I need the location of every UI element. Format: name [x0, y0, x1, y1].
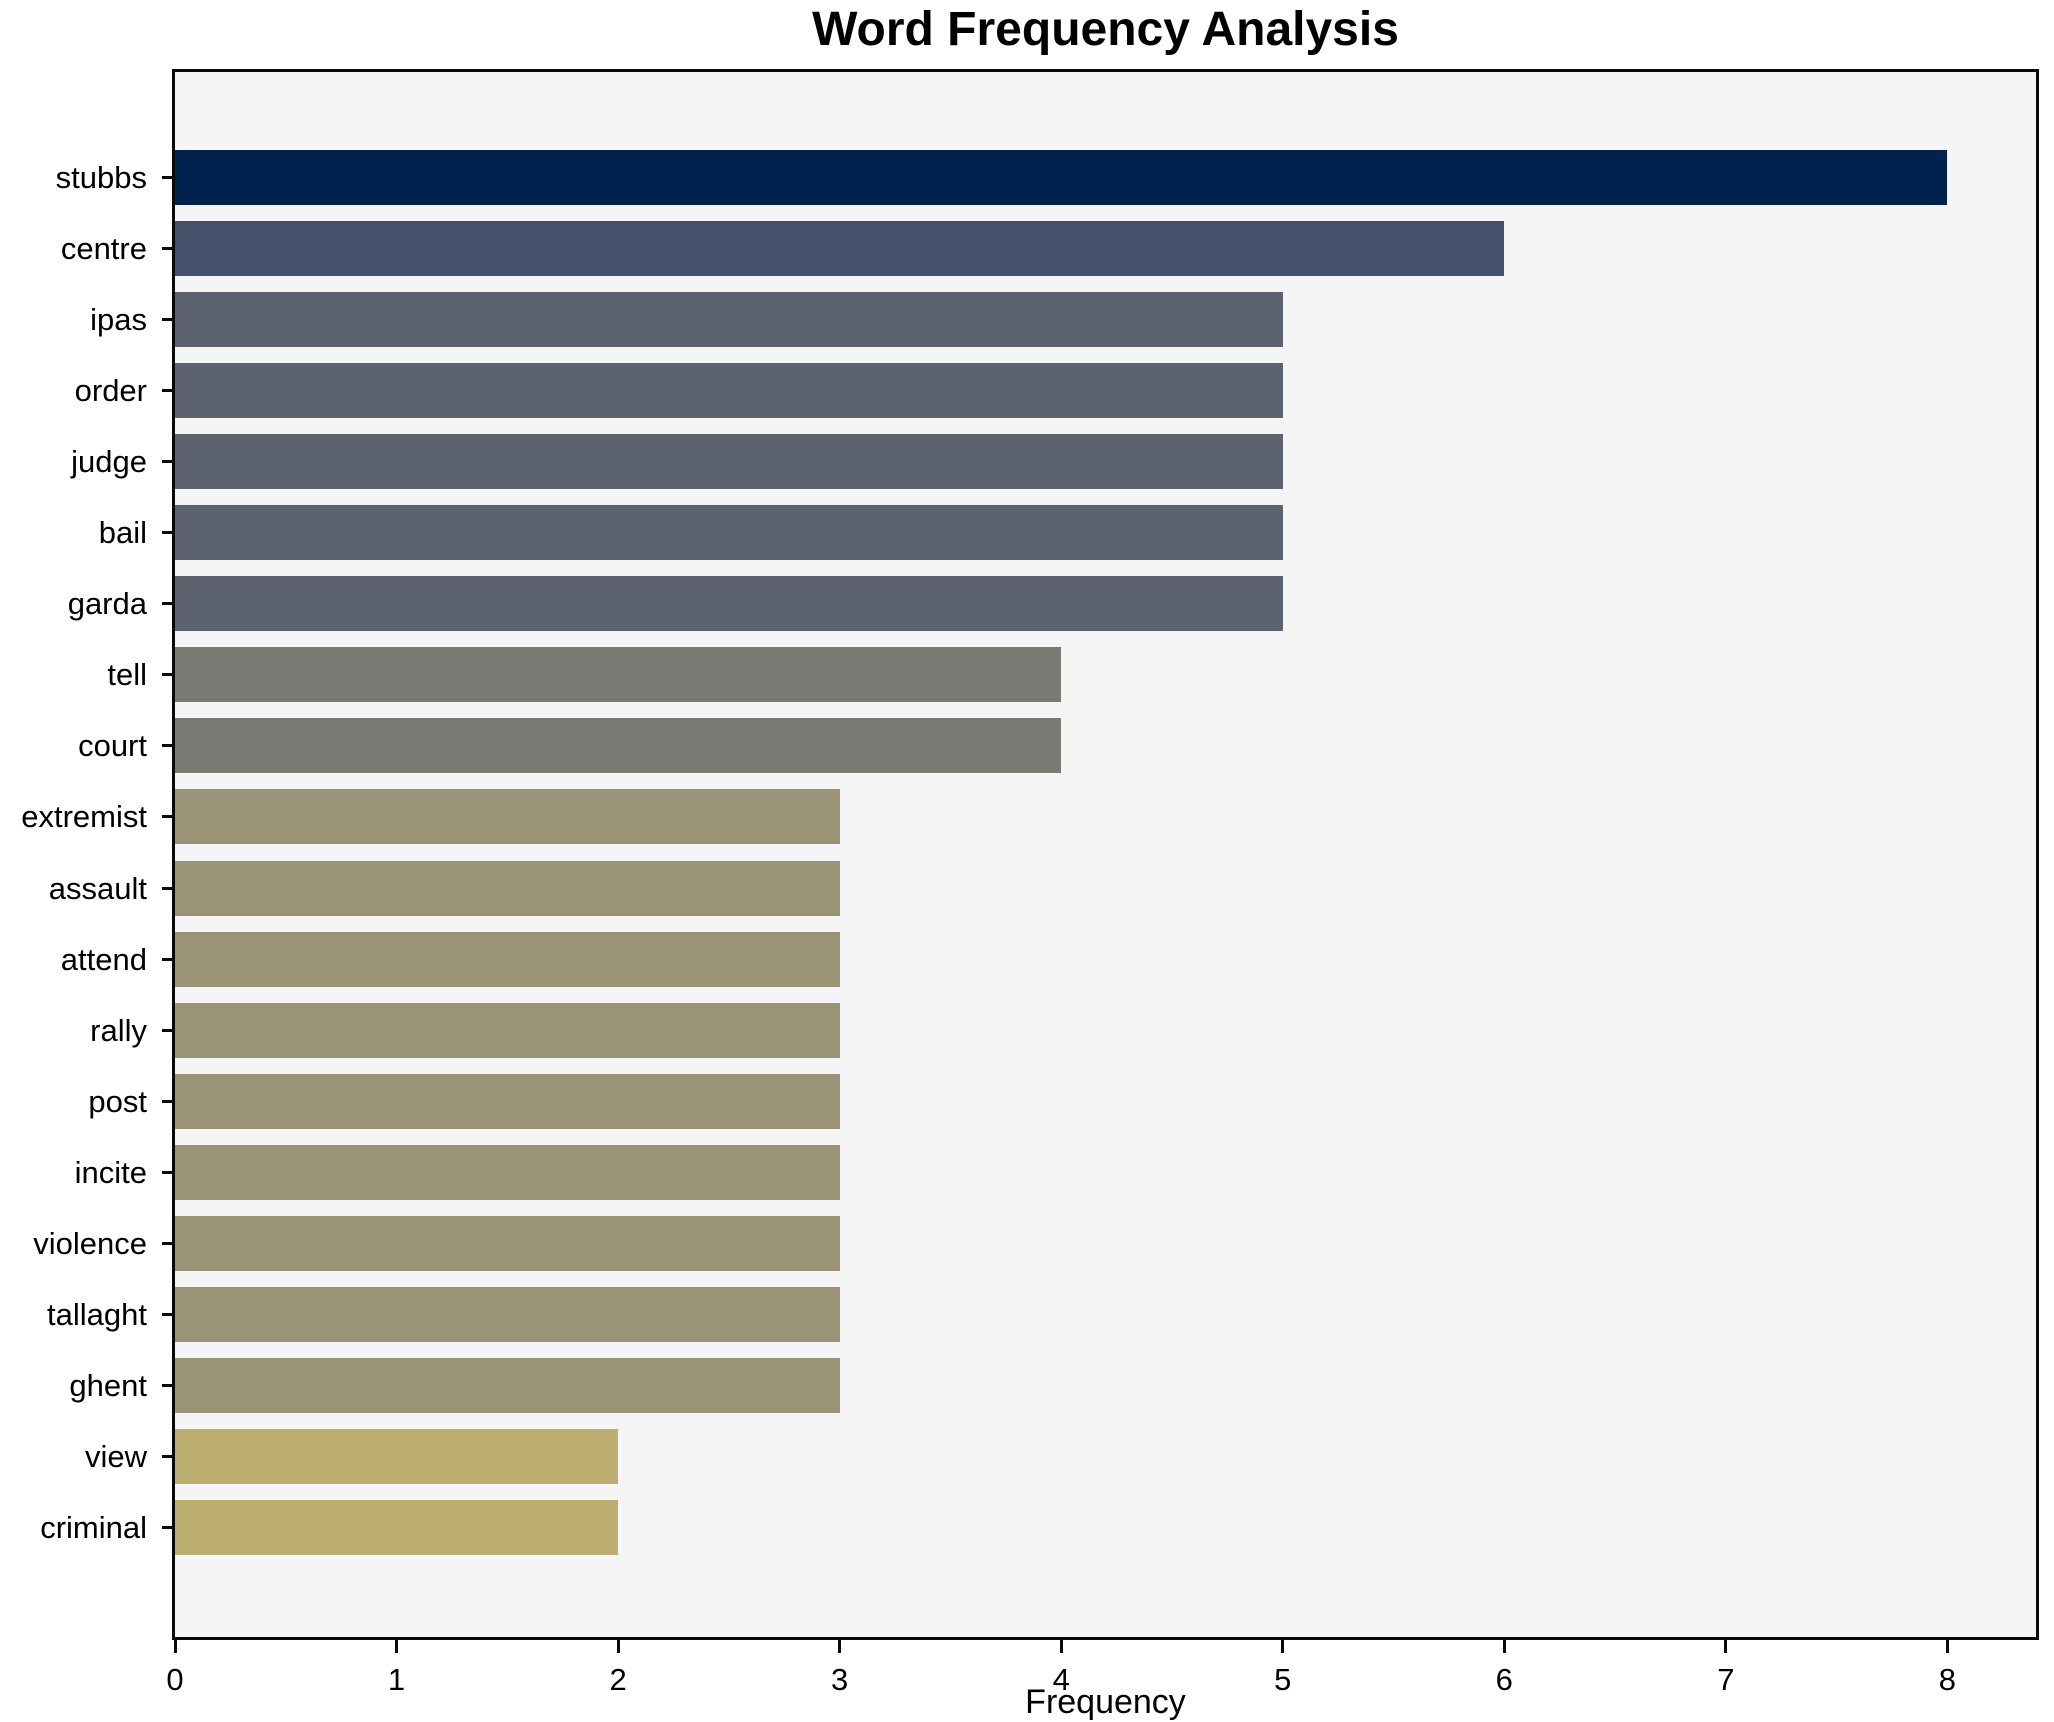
- x-tick-label-4: 4: [1052, 1662, 1070, 1697]
- y-label-violence: violence: [33, 1225, 147, 1261]
- y-tick-tell: [162, 673, 175, 677]
- x-tick-6: [1502, 1640, 1506, 1653]
- x-tick-label-3: 3: [831, 1662, 849, 1697]
- bar-criminal: [175, 1499, 619, 1555]
- bar-garda: [175, 576, 1283, 632]
- chart-title: Word Frequency Analysis: [812, 3, 1399, 56]
- y-label-centre: centre: [60, 231, 147, 267]
- bar-assault: [175, 860, 840, 916]
- y-tick-garda: [162, 602, 175, 606]
- x-tick-label-6: 6: [1495, 1662, 1513, 1697]
- bar-stubbs: [175, 150, 1948, 206]
- y-label-ghent: ghent: [69, 1367, 147, 1403]
- y-tick-criminal: [162, 1525, 175, 1529]
- y-tick-ghent: [162, 1383, 175, 1387]
- y-label-post: post: [88, 1083, 147, 1119]
- bar-bail: [175, 505, 1283, 561]
- x-tick-2: [616, 1640, 620, 1653]
- y-label-order: order: [74, 373, 147, 409]
- y-label-court: court: [78, 728, 147, 764]
- y-label-ipas: ipas: [90, 302, 147, 338]
- bar-extremist: [175, 789, 840, 845]
- bar-centre: [175, 221, 1505, 277]
- x-tick-label-1: 1: [387, 1662, 406, 1697]
- y-label-tell: tell: [107, 657, 147, 693]
- y-tick-ipas: [162, 318, 175, 322]
- y-label-extremist: extremist: [21, 799, 147, 835]
- y-tick-centre: [162, 247, 175, 251]
- x-tick-4: [1059, 1640, 1063, 1653]
- x-tick-8: [1945, 1640, 1949, 1653]
- x-tick-1: [395, 1640, 399, 1653]
- y-label-criminal: criminal: [40, 1509, 147, 1545]
- bar-order: [175, 363, 1283, 419]
- y-label-view: view: [84, 1438, 147, 1474]
- y-label-tallaght: tallaght: [47, 1296, 147, 1332]
- x-tick-label-8: 8: [1938, 1662, 1956, 1697]
- y-label-incite: incite: [74, 1154, 147, 1190]
- bar-post: [175, 1073, 840, 1129]
- x-tick-label-5: 5: [1274, 1662, 1292, 1697]
- y-label-garda: garda: [67, 586, 147, 622]
- bar-tell: [175, 647, 1062, 703]
- y-tick-post: [162, 1099, 175, 1103]
- y-tick-extremist: [162, 815, 175, 819]
- y-tick-assault: [162, 886, 175, 890]
- bar-tallaght: [175, 1286, 840, 1342]
- y-tick-stubbs: [162, 176, 175, 180]
- bar-attend: [175, 931, 840, 987]
- y-tick-view: [162, 1454, 175, 1458]
- y-tick-judge: [162, 460, 175, 464]
- x-axis-label: Frequency: [1025, 1683, 1186, 1721]
- x-tick-7: [1724, 1640, 1728, 1653]
- bar-incite: [175, 1144, 840, 1200]
- y-tick-violence: [162, 1241, 175, 1245]
- x-tick-0: [173, 1640, 177, 1653]
- y-tick-rally: [162, 1028, 175, 1032]
- bar-judge: [175, 434, 1283, 490]
- x-tick-5: [1281, 1640, 1285, 1653]
- bar-court: [175, 718, 1062, 774]
- y-label-rally: rally: [90, 1012, 147, 1048]
- x-tick-label-2: 2: [609, 1662, 627, 1697]
- bar-ipas: [175, 292, 1283, 348]
- x-tick-label-7: 7: [1717, 1662, 1735, 1697]
- y-label-judge: judge: [71, 444, 147, 480]
- bar-view: [175, 1428, 619, 1484]
- bar-ghent: [175, 1357, 840, 1413]
- y-tick-attend: [162, 957, 175, 961]
- y-label-stubbs: stubbs: [55, 160, 147, 195]
- y-tick-tallaght: [162, 1312, 175, 1316]
- x-tick-label-0: 0: [166, 1662, 184, 1697]
- bar-violence: [175, 1215, 840, 1271]
- y-tick-order: [162, 389, 175, 393]
- bar-rally: [175, 1002, 840, 1058]
- y-tick-incite: [162, 1170, 175, 1174]
- y-tick-court: [162, 744, 175, 748]
- y-tick-bail: [162, 531, 175, 535]
- plot-area: [172, 69, 2039, 1640]
- y-label-bail: bail: [98, 515, 147, 551]
- y-label-assault: assault: [48, 870, 147, 906]
- x-tick-3: [838, 1640, 842, 1653]
- y-label-attend: attend: [60, 941, 147, 977]
